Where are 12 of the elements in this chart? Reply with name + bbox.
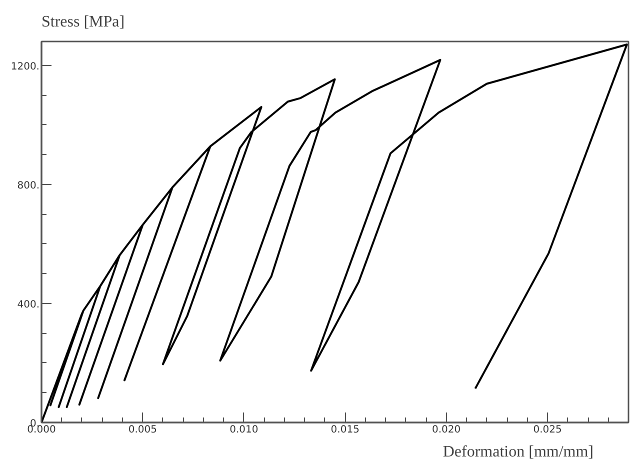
y-axis-title: Stress [MPa]	[42, 14, 125, 30]
x-tick-label: 0.000	[27, 424, 56, 436]
x-tick-label: 0.005	[128, 424, 158, 436]
x-tick-label: 0.015	[330, 424, 360, 436]
y-tick-label: 800.	[17, 180, 40, 192]
x-tick-label: 0.020	[432, 424, 461, 436]
x-tick-label: 0.010	[230, 424, 258, 436]
x-axis-title: Deformation [mm/mm]	[442, 444, 594, 460]
y-tick-label: 1200.	[10, 61, 40, 72]
line-series	[42, 43, 628, 422]
x-tick-label: 0.025	[533, 424, 562, 436]
y-tick-label: 400.	[17, 299, 40, 310]
